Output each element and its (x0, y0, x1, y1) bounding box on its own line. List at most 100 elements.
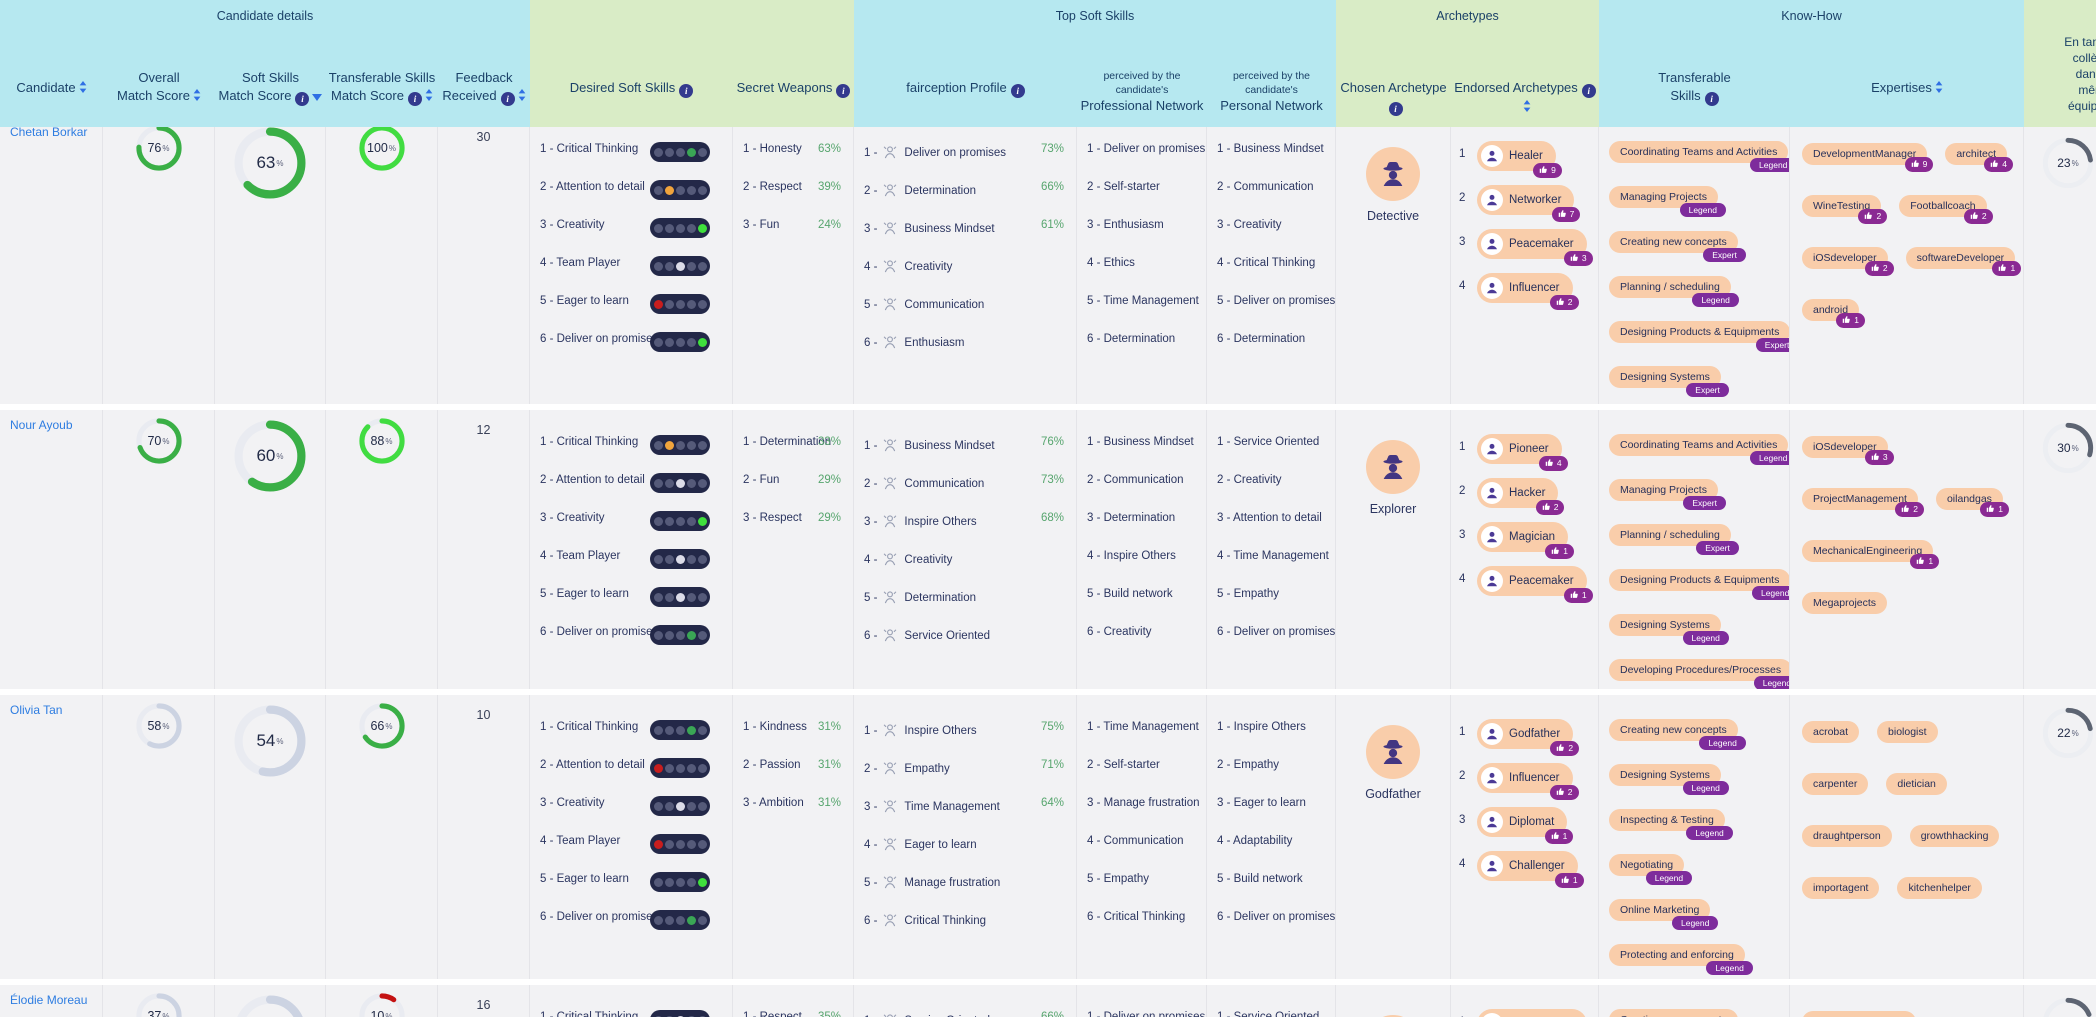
column-header-transferable-skills-match-score[interactable]: Transferable Skills Match Score i (326, 69, 438, 106)
endorsed-archetype-pill: Godfather 2 (1477, 719, 1580, 756)
skill-rating-pill (650, 294, 710, 314)
info-icon[interactable]: i (1010, 84, 1025, 98)
desired-skill-label: 4 - Team Player (540, 257, 621, 269)
column-header-label: Soft Skills (215, 69, 326, 87)
expertise-tag: dietician (1886, 773, 1947, 795)
transferable-skill-tag: Designing Products & Equipments Legend (1609, 569, 1789, 600)
rating-dot (686, 839, 696, 849)
rating-dot (686, 763, 696, 773)
professional-network-item: 4 - Ethics (1087, 257, 1200, 275)
endorsement-count: 7 (1569, 209, 1575, 219)
transferable-skill-label: Creating new concepts (1609, 1009, 1738, 1017)
column-header-text: Personal Network (1220, 98, 1323, 113)
desired-skill-item: 6 - Deliver on promises (540, 910, 726, 930)
info-icon[interactable]: i (1388, 102, 1403, 116)
sort-icon[interactable] (518, 89, 526, 101)
secret-weapons-list: 1 - Kindness 31% 2 - Passion 31% 3 - Ambitio… (733, 695, 853, 815)
endorsed-rank: 3 (1459, 814, 1466, 826)
desired-skill-item: 4 - Team Player (540, 834, 726, 854)
transferable-skill-label: Designing Products & Equipments (1609, 569, 1789, 591)
cell-transferable-skills: Coordinating Teams and Activities Legend M… (1599, 410, 1790, 689)
transferable-skill-tag: Coordinating Teams and Activities Legend (1609, 434, 1789, 465)
column-header-soft-skills-match-score[interactable]: Soft Skills Match Score i (215, 69, 326, 106)
candidate-name-link[interactable]: Nour Ayoub (10, 418, 73, 432)
thumbs-up-icon (1545, 458, 1554, 469)
personal-network-label: 2 - Creativity (1217, 474, 1282, 486)
personal-network-label: 2 - Empathy (1217, 759, 1279, 771)
sort-desc-icon[interactable] (312, 94, 323, 101)
column-header-text: Secret Weapons (736, 80, 833, 95)
column-header-expertises[interactable]: Expertises (1790, 79, 2024, 97)
thumbs-up-icon (1911, 159, 1920, 170)
fairception-item: 2 - Determination 66% (864, 181, 1070, 199)
score-number: 22 (2057, 726, 2071, 740)
rating-dot (653, 801, 663, 811)
desired-skill-label: 6 - Deliver on promises (540, 333, 659, 345)
info-icon[interactable]: i (1704, 92, 1719, 106)
rating-dot (686, 299, 696, 309)
rating-dot (675, 1015, 685, 1017)
skill-level-badge: Legend (1645, 871, 1693, 885)
endorsed-archetype-label: Healer (1509, 150, 1543, 162)
cell-chosen-archetype (1336, 985, 1451, 1017)
score-ring (234, 995, 306, 1017)
healer-avatar-icon (1481, 145, 1503, 167)
column-header-endorsed-archetypes[interactable]: Endorsed Archetypes i (1451, 79, 1599, 116)
professional-network-item: 1 - Deliver on promises (1087, 1011, 1205, 1017)
cell-personal-network: 1 - Inspire Others 2 - Empathy 3 - Eager t… (1207, 695, 1336, 979)
info-icon[interactable]: i (295, 92, 310, 106)
archetype-avatar-icon (1366, 1015, 1420, 1017)
cell-fairception-profile: 1 - Business Mindset 76% 2 - Communication 73… (854, 410, 1077, 689)
expertise-tag: oilandgas 1 (1935, 488, 2009, 517)
candidate-name-link[interactable]: Élodie Moreau (10, 993, 88, 1007)
expertises-list: acrobat biologist carpenter dietician draugh… (1790, 695, 2023, 899)
cell-candidate: Olivia Tan (0, 695, 103, 979)
desired-skill-item: 4 - Team Player (540, 256, 726, 276)
endorsed-archetype-item: 3 Diplomat 1 (1459, 807, 1598, 844)
candidate-name-link[interactable]: Olivia Tan (10, 703, 63, 717)
column-header-label: Transferable (1599, 69, 1790, 87)
header-group-band-candidate-details: Candidate details (0, 0, 530, 127)
info-icon[interactable]: i (679, 84, 694, 98)
rating-dot (653, 592, 663, 602)
cell-personal-network: 1 - Service Oriented (1207, 985, 1336, 1017)
sort-icon[interactable] (193, 89, 201, 101)
expertise-count-badge: 3 (1864, 450, 1894, 465)
rating-dot (697, 337, 707, 347)
sort-icon[interactable] (1935, 81, 1943, 93)
professional-network-item: 2 - Communication (1087, 474, 1200, 492)
professional-network-item: 3 - Enthusiasm (1087, 219, 1200, 237)
professional-network-list: 1 - Business Mindset 2 - Communication 3 -… (1077, 410, 1206, 644)
personal-network-item: 1 - Business Mindset (1217, 143, 1329, 161)
fairception-rank: 1 - (864, 147, 878, 159)
info-icon[interactable]: i (407, 92, 422, 106)
info-icon[interactable]: i (1581, 84, 1596, 98)
fairception-rank: 2 - (864, 478, 878, 490)
column-header-overall-match-score[interactable]: Overall Match Score (103, 69, 215, 105)
peacemaker-avatar-icon (1481, 1013, 1503, 1017)
godfather-avatar-icon (1481, 723, 1503, 745)
column-header-feedback-received[interactable]: Feedback Received i (438, 69, 530, 106)
info-icon[interactable]: i (836, 84, 851, 98)
cell-feedback: 16 (438, 985, 530, 1017)
fairception-percent: 73% (1040, 143, 1064, 155)
desired-skill-item: 1 - Critical Thinking (540, 142, 726, 162)
percent-sign: % (385, 436, 393, 446)
sort-icon[interactable] (79, 81, 87, 93)
expertise-count: 4 (2002, 159, 2007, 169)
desired-skill-label: 1 - Critical Thinking (540, 436, 639, 448)
expertise-count-badge: 4 (1984, 157, 2013, 172)
expertise-tag: ProjectManagement 2 (1802, 488, 1924, 517)
info-icon[interactable]: i (500, 92, 515, 106)
cell-candidate: Nour Ayoub (0, 410, 103, 689)
candidate-name-link[interactable]: Chetan Borkar (10, 127, 88, 139)
sort-icon[interactable] (425, 89, 433, 101)
sort-icon[interactable] (1523, 100, 1531, 112)
endorsed-rank: 4 (1459, 573, 1466, 585)
expertise-count-badge: 2 (1858, 209, 1888, 224)
personal-network-label: 3 - Attention to detail (1217, 512, 1322, 524)
column-header-candidate[interactable]: Candidate (0, 79, 103, 97)
skill-level-badge: Legend (1679, 203, 1726, 217)
fairception-label: Determination (904, 185, 977, 197)
